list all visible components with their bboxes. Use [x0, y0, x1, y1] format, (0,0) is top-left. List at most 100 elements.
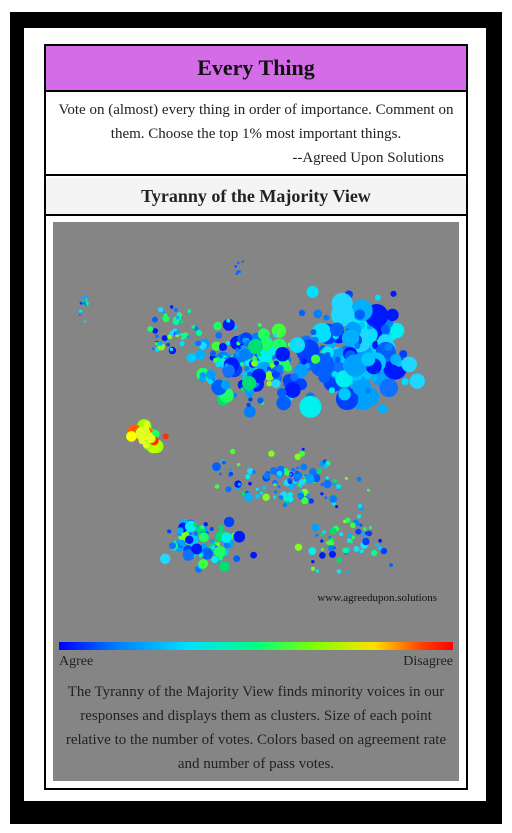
cluster-point[interactable] — [390, 354, 402, 366]
cluster-point[interactable] — [191, 325, 195, 329]
cluster-point[interactable] — [315, 533, 319, 537]
cluster-point[interactable] — [84, 304, 87, 307]
cluster-point[interactable] — [167, 529, 172, 534]
cluster-point[interactable] — [221, 380, 231, 390]
cluster-point[interactable] — [213, 321, 222, 331]
cluster-point[interactable] — [275, 364, 284, 373]
cluster-point[interactable] — [195, 349, 206, 361]
cluster-point[interactable] — [409, 373, 425, 389]
cluster-point[interactable] — [162, 433, 169, 440]
cluster-point[interactable] — [180, 333, 184, 336]
cluster-point[interactable] — [299, 484, 303, 488]
cluster-point[interactable] — [378, 538, 382, 543]
cluster-point[interactable] — [173, 308, 178, 312]
cluster-point[interactable] — [389, 332, 398, 340]
cluster-point[interactable] — [347, 533, 352, 538]
cluster-point[interactable] — [354, 343, 361, 349]
cluster-point[interactable] — [198, 532, 209, 543]
cluster-point[interactable] — [250, 551, 257, 559]
cluster-point[interactable] — [276, 475, 281, 479]
cluster-point[interactable] — [211, 545, 216, 550]
cluster-point[interactable] — [180, 320, 184, 324]
cluster-point[interactable] — [291, 467, 296, 472]
cluster-point[interactable] — [157, 340, 163, 346]
cluster-point[interactable] — [218, 525, 224, 531]
cluster-point[interactable] — [273, 495, 277, 499]
cluster-point[interactable] — [160, 553, 171, 564]
cluster-point[interactable] — [233, 530, 246, 543]
cluster-point[interactable] — [273, 333, 278, 338]
cluster-point[interactable] — [326, 540, 331, 545]
cluster-point[interactable] — [386, 308, 399, 322]
cluster-point[interactable] — [319, 552, 326, 559]
cluster-point[interactable] — [363, 527, 367, 531]
cluster-point[interactable] — [271, 379, 281, 389]
cluster-point[interactable] — [295, 339, 304, 348]
cluster-point[interactable] — [357, 504, 362, 509]
cluster-point[interactable] — [233, 555, 241, 563]
cluster-point[interactable] — [306, 285, 319, 298]
cluster-point[interactable] — [341, 329, 360, 347]
cluster-point[interactable] — [252, 356, 257, 361]
cluster-point[interactable] — [311, 523, 320, 532]
cluster-point[interactable] — [248, 481, 252, 486]
cluster-point[interactable] — [301, 358, 307, 365]
cluster-point[interactable] — [284, 382, 301, 398]
cluster-point[interactable] — [347, 571, 351, 575]
cluster-point[interactable] — [251, 359, 259, 367]
cluster-point[interactable] — [226, 318, 231, 323]
cluster-point[interactable] — [311, 560, 315, 564]
cluster-point[interactable] — [344, 476, 348, 480]
cluster-point[interactable] — [320, 492, 324, 496]
cluster-point[interactable] — [263, 472, 271, 480]
cluster-point[interactable] — [336, 569, 342, 574]
cluster-point[interactable] — [390, 290, 397, 297]
cluster-point[interactable] — [320, 533, 324, 537]
cluster-point[interactable] — [303, 478, 307, 482]
cluster-point[interactable] — [332, 478, 338, 484]
cluster-point[interactable] — [210, 350, 216, 357]
cluster-point[interactable] — [245, 474, 251, 480]
cluster-point[interactable] — [194, 326, 199, 331]
cluster-point[interactable] — [255, 494, 260, 499]
cluster-point[interactable] — [219, 472, 222, 476]
cluster-point[interactable] — [238, 348, 252, 361]
cluster-point[interactable] — [287, 496, 294, 503]
cluster-point[interactable] — [241, 260, 244, 263]
cluster-point[interactable] — [257, 397, 264, 404]
cluster-point[interactable] — [331, 303, 355, 327]
cluster-point[interactable] — [152, 328, 158, 334]
cluster-point[interactable] — [85, 298, 88, 301]
cluster-point[interactable] — [270, 368, 275, 373]
cluster-point[interactable] — [332, 546, 336, 550]
cluster-point[interactable] — [315, 569, 319, 573]
cluster-point[interactable] — [248, 339, 264, 354]
cluster-point[interactable] — [308, 498, 314, 504]
cluster-point[interactable] — [235, 347, 240, 352]
cluster-point[interactable] — [313, 309, 323, 319]
cluster-point[interactable] — [155, 334, 159, 339]
cluster-point[interactable] — [278, 495, 284, 500]
cluster-point[interactable] — [306, 493, 311, 498]
cluster-point[interactable] — [218, 343, 227, 351]
cluster-point[interactable] — [239, 361, 245, 367]
cluster-point[interactable] — [350, 522, 356, 529]
cluster-point[interactable] — [222, 318, 235, 331]
cluster-point[interactable] — [343, 519, 347, 524]
cluster-point[interactable] — [258, 328, 270, 341]
cluster-point[interactable] — [81, 300, 84, 303]
cluster-point[interactable] — [186, 352, 197, 363]
cluster-point[interactable] — [240, 345, 246, 350]
cluster-point[interactable] — [216, 542, 221, 547]
cluster-point[interactable] — [308, 547, 317, 555]
cluster-point[interactable] — [211, 341, 221, 351]
cluster-point[interactable] — [206, 369, 216, 380]
cluster-point[interactable] — [277, 388, 287, 398]
cluster-point[interactable] — [236, 261, 240, 265]
cluster-point[interactable] — [355, 528, 362, 535]
cluster-point[interactable] — [236, 462, 241, 467]
cluster-point[interactable] — [311, 354, 321, 364]
cluster-point[interactable] — [364, 531, 369, 536]
cluster-point[interactable] — [399, 350, 408, 359]
cluster-point[interactable] — [195, 340, 202, 347]
